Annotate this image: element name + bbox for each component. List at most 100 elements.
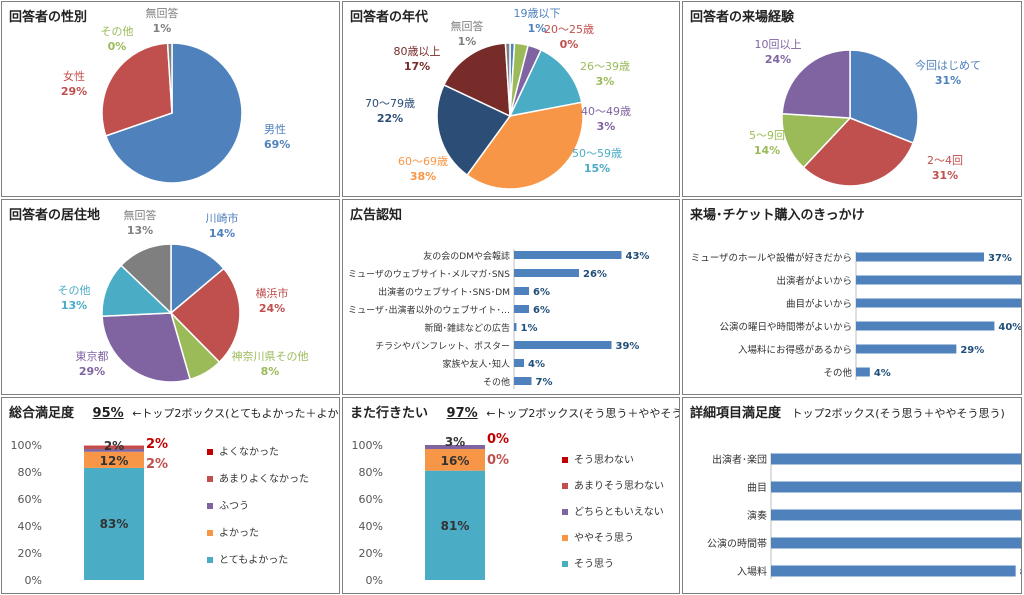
slice-value-label: 0% [560, 38, 579, 51]
slice-value-label: 24% [259, 302, 285, 315]
y-tick-label: 20% [18, 547, 42, 560]
slice-value-label: 14% [209, 227, 235, 240]
legend-swatch [207, 476, 213, 482]
stack-segment-5 [84, 445, 144, 447]
slice-value-label: 8% [261, 365, 280, 378]
bar-3 [856, 298, 1021, 308]
legend-label: あまりそう思わない [574, 480, 664, 492]
category-label: 入場料 [737, 565, 767, 578]
y-tick-label: 60% [359, 493, 383, 506]
bar-value-label: 4% [528, 359, 545, 370]
slice-name-label: 東京都 [76, 349, 109, 363]
slice-value-label: 1% [153, 22, 172, 35]
legend-swatch [562, 509, 568, 515]
stack-segment-2 [425, 449, 485, 471]
bar-6 [856, 367, 870, 377]
slice-name-label: 横浜市 [256, 286, 289, 300]
category-label: 公演の時間帯 [707, 537, 767, 550]
pie-slice-5 [101, 264, 173, 318]
legend-swatch [207, 503, 213, 509]
category-label: ミューザのホールや設備が好きだから [691, 252, 852, 264]
bar-5 [514, 323, 517, 331]
pie-chart-age: 19歳以下1%20～25歳0%26～39歳3%40～49歳3%50～59歳15%… [365, 7, 631, 190]
chart-title: 回答者の居住地 [9, 208, 101, 223]
bar-value-label: 29% [960, 345, 984, 356]
segment-value-label: 2% [104, 439, 124, 453]
pie-slice-8 [442, 42, 511, 118]
pie-slice-1 [849, 49, 919, 145]
legend-label: よかった [219, 527, 259, 539]
slice-name-label: 50～59歳 [572, 147, 622, 160]
slice-name-label: 無回答 [146, 6, 179, 20]
slice-value-label: 13% [127, 224, 153, 237]
slice-name-label: 今回はじめて [915, 58, 981, 72]
panel-visits: 回答者の来場経験 今回はじめて 31% 2～4回 31% 5～9回 14% 10回以上 24% [682, 1, 1022, 197]
panel-gender: 回答者の性別 男性 69% 女性 29% その他 0% 無回答 1% [1, 1, 340, 197]
category-label: 入場料にお得感があるから [738, 344, 852, 356]
category-label: 友の会のDMや会報誌 [423, 250, 510, 262]
bar-chart-trigger: ミューザのホールや設備が好きだから37%出演者がよいから54%曲目がよいから86… [691, 251, 1021, 380]
pie-slice-9 [504, 42, 511, 117]
stack-segment-4 [84, 446, 144, 450]
slice-name-label: 70～79歳 [365, 97, 415, 110]
bar-4 [514, 305, 529, 313]
bar-value-label: 43% [626, 251, 650, 262]
top2-value: 97% [446, 406, 478, 421]
y-tick-label: 80% [18, 466, 42, 479]
slice-name-label: 60～69歳 [398, 155, 448, 168]
stack-segment-1 [84, 467, 144, 580]
y-tick-label: 40% [18, 520, 42, 533]
panel-again: また行きたい 97% ←トップ2ボックス(そう思う＋ややそう思う) 100% 80… [342, 397, 680, 594]
legend-swatch [207, 557, 213, 563]
top2-value: 95% [92, 406, 124, 421]
bar-chart-ad: 友の会のDMや会報誌 43% ミューザのウェブサイト･メルマガ･SNS 26% 出演者の… [348, 249, 650, 389]
pie-slice-1 [104, 42, 243, 184]
slice-name-label: 2～4回 [927, 154, 963, 167]
legend-label: ふつう [219, 500, 249, 512]
y-tick-label: 0% [366, 574, 383, 587]
segment-value-label: 83% [100, 517, 129, 531]
legend-swatch [207, 449, 213, 455]
chart-title: 広告認知 [350, 208, 403, 223]
top2-note: ←トップ2ボックス(とてもよかった＋よかった) [132, 407, 339, 420]
slice-name-label: 神奈川県その他 [232, 349, 309, 363]
legend-label: あまりよくなかった [219, 473, 309, 485]
slice-value-label: 1% [528, 22, 547, 35]
category-label: ミューザ･出演者以外のウェブサイト･… [348, 304, 510, 316]
slice-name-label: 40～49歳 [581, 105, 631, 118]
pie-chart-residence: 川崎市 14% 横浜市 24% 神奈川県その他 8% 東京都 29% その他 13% 無回答 13% [58, 208, 309, 383]
pie-slice-2 [802, 117, 915, 187]
bar-6 [514, 341, 612, 349]
bar-value-label: 6% [533, 287, 550, 298]
chart-title: 回答者の年代 [350, 10, 429, 25]
panel-residence: 回答者の居住地 川崎市 14% 横浜市 24% 神奈川県その他 8% 東京都 29% その他 13… [1, 199, 340, 395]
slice-name-label: 無回答 [124, 208, 157, 222]
bar-1 [771, 453, 1021, 465]
bar-value-label: 26% [583, 269, 607, 280]
slice-value-label: 15% [584, 162, 610, 175]
panel-trigger: 来場･チケット購入のきっかけ ミューザのホールや設備が好きだから 37% 出演者がよ… [682, 199, 1022, 395]
segment-value-label: 0% [487, 432, 509, 447]
segment-value-label: 3% [445, 435, 465, 449]
segment-value-label: 12% [100, 454, 129, 468]
category-label: 出演者のウェブサイト･SNS･DM [378, 286, 510, 298]
slice-value-label: 24% [765, 53, 791, 66]
slice-name-label: その他 [101, 25, 134, 38]
category-label: その他 [823, 367, 852, 379]
panel-ad: 広告認知 友の会のDMや会報誌 43% ミューザのウェブサイト･メルマガ･SNS 26… [342, 199, 680, 395]
stack-segment-1 [425, 470, 485, 580]
slice-name-label: 男性 [264, 122, 286, 136]
slice-value-label: 31% [932, 169, 958, 182]
chart-title: 来場･チケット購入のきっかけ [690, 208, 865, 223]
category-label: 曲目がよいから [786, 298, 852, 310]
chart-title: 詳細項目満足度 [690, 406, 782, 421]
pie-slice-3 [781, 112, 852, 169]
bar-1 [514, 251, 622, 259]
pie-slice-5 [508, 48, 583, 118]
chart-title: また行きたい [350, 406, 429, 421]
y-tick-label: 0% [25, 574, 42, 587]
y-tick-label: 40% [359, 520, 383, 533]
bar-3 [771, 509, 1021, 521]
bar-chart-detail: 出演者･楽団100%曲目99%演奏97%公演の時間帯90%入場料88% [707, 453, 1021, 579]
legend-swatch [562, 561, 568, 567]
